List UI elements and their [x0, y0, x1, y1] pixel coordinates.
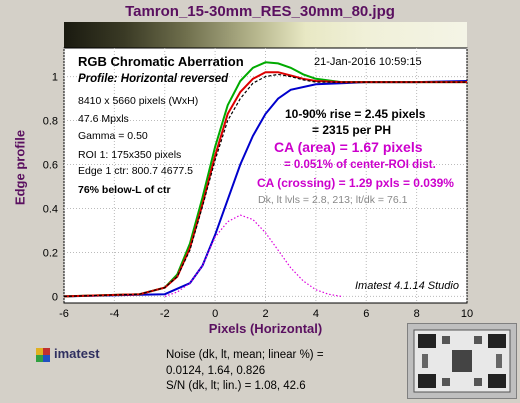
series-line — [63, 73, 467, 297]
x-tick-label: -6 — [59, 308, 69, 320]
logo-icon — [36, 348, 50, 362]
noise-line-3: S/N (dk, lt; lin.) = 1.08, 42.6 — [166, 380, 306, 392]
y-tick-label: 0.4 — [43, 203, 58, 215]
data-series — [63, 61, 468, 298]
info-line: 8410 x 5660 pixels (WxH) — [78, 95, 198, 107]
below-note: 76% below-L of ctr — [78, 184, 171, 196]
y-tick-label: 0 — [52, 291, 58, 303]
chart-title: Tamron_15-30mm_RES_30mm_80.jpg — [125, 3, 395, 20]
y-axis-label: Edge profile — [12, 129, 28, 206]
series-line — [63, 71, 467, 298]
info-line: 47.6 Mpxls — [78, 113, 129, 125]
rise-annotation: 10-90% rise = 2.45 pixels — [285, 107, 426, 121]
y-tick-label: 0.6 — [43, 160, 58, 172]
y-tick-label: 0.8 — [43, 116, 58, 128]
imatest-logo: imatest — [36, 346, 126, 364]
x-tick-label: 4 — [313, 308, 319, 320]
noise-line-1: Noise (dk, lt, mean; linear %) = — [166, 349, 324, 361]
x-axis-label: Pixels (Horizontal) — [208, 321, 323, 336]
test-chart-thumbnail — [407, 323, 517, 399]
x-tick-label: -2 — [160, 308, 170, 320]
annotations: RGB Chromatic Aberration Profile: Horizon… — [78, 54, 459, 292]
ca-crossing-annotation: CA (crossing) = 1.29 pxls = 0.039% — [257, 176, 454, 190]
edge-gradient-strip — [64, 22, 467, 48]
noise-summary: Noise (dk, lt, mean; linear %) = 0.0124,… — [166, 348, 324, 395]
series-line — [164, 214, 342, 297]
y-tick-label: 1 — [52, 72, 58, 84]
dk-lt-levels: Dk, lt lvls = 2.8, 213; lt/dk = 76.1 — [258, 194, 408, 206]
x-tick-label: 6 — [363, 308, 369, 320]
info-line: ROI 1: 175x350 pixels — [78, 149, 181, 161]
timestamp: 21-Jan-2016 10:59:15 — [314, 56, 422, 68]
x-tick-label: 2 — [262, 308, 268, 320]
version-label: Imatest 4.1.14 Studio — [355, 280, 459, 292]
x-tick-label: -4 — [109, 308, 119, 320]
axis-ticks: -6 -4 -2 0 2 4 6 8 10 0 0.2 0.4 0.6 0.8 1 — [43, 72, 473, 320]
ca-area-annotation: CA (area) = 1.67 pixels — [274, 139, 423, 155]
logo-text: imatest — [54, 346, 100, 361]
thumbnail-image — [413, 329, 511, 393]
info-line: Edge 1 ctr: 800.7 4677.5 — [78, 165, 193, 177]
profile-label: Profile: Horizontal reversed — [78, 73, 229, 85]
x-tick-label: 0 — [212, 308, 218, 320]
y-tick-label: 0.2 — [43, 247, 58, 259]
info-line: Gamma = 0.50 — [78, 130, 148, 142]
per-ph-annotation: = 2315 per PH — [312, 123, 391, 137]
ca-area-pct: = 0.051% of center-ROI dist. — [284, 159, 436, 171]
noise-line-2: 0.0124, 1.64, 0.826 — [166, 364, 266, 377]
chart-heading: RGB Chromatic Aberration — [78, 54, 244, 69]
x-tick-label: 10 — [461, 308, 473, 320]
x-tick-label: 8 — [414, 308, 420, 320]
